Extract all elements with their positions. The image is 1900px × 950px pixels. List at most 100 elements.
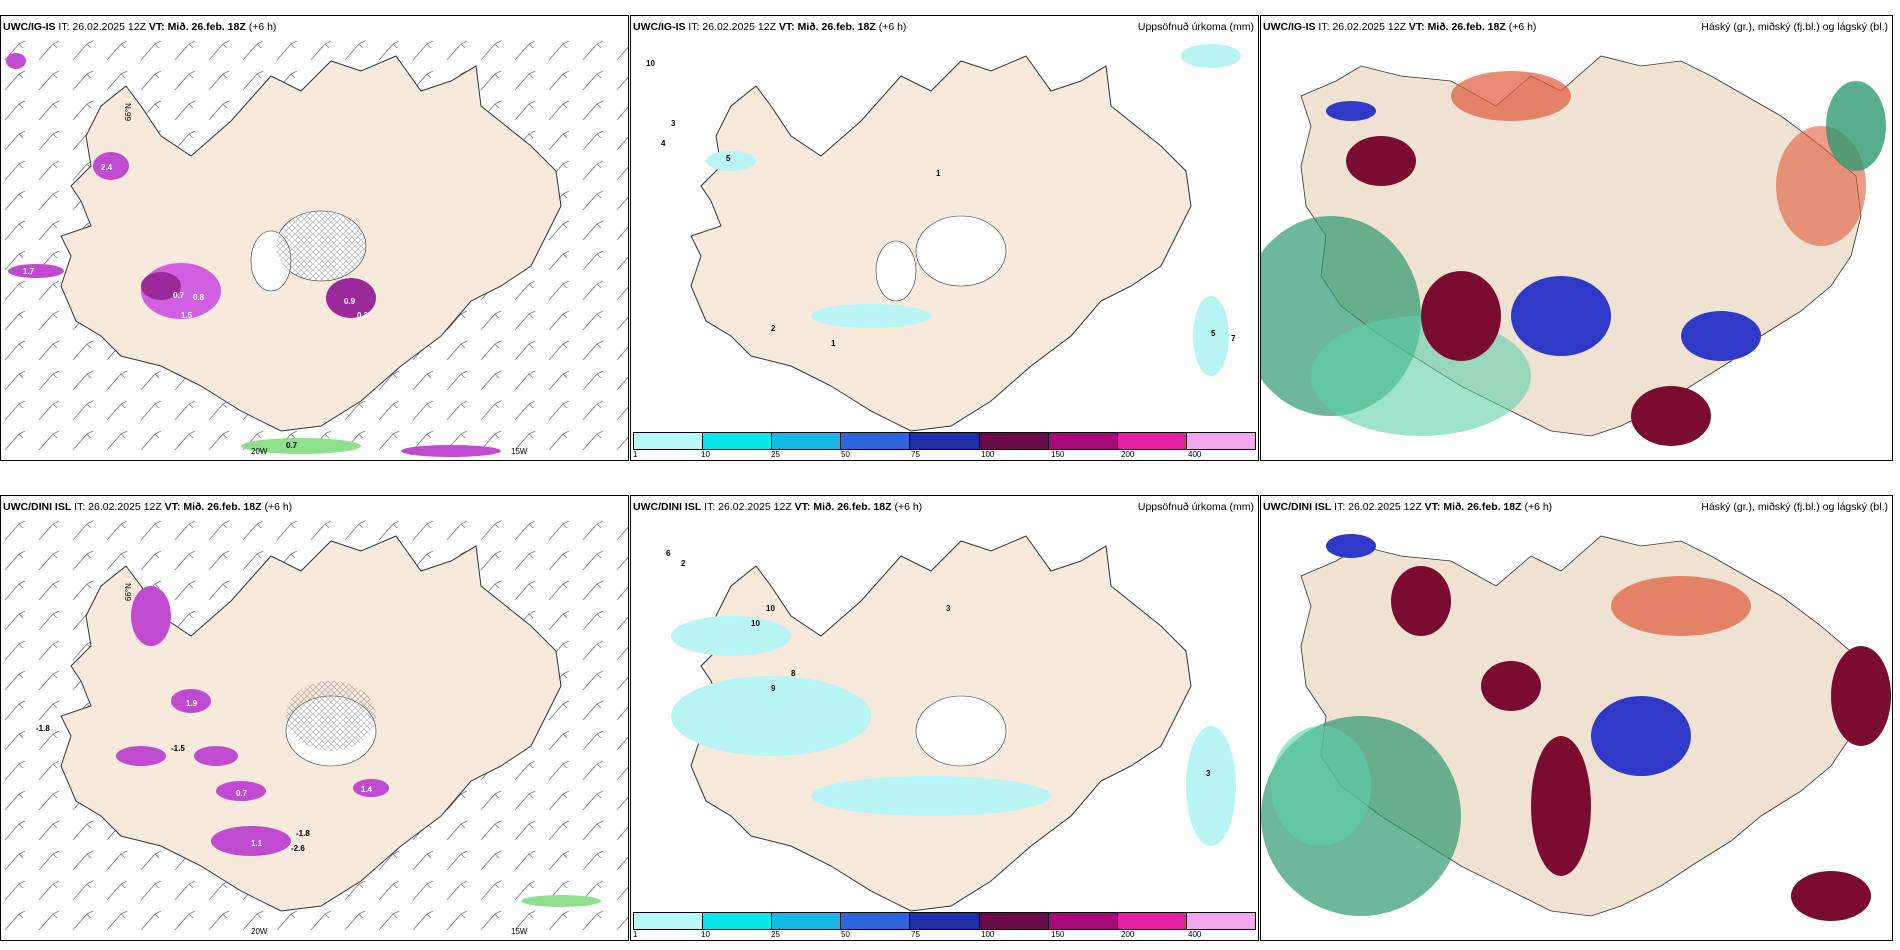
precip-label: 1 xyxy=(831,339,836,348)
lead-time: (+6 h) xyxy=(1508,21,1537,33)
valid-time: Mið. 26.feb. 18Z xyxy=(1443,501,1522,513)
colorbar-tick: 1 xyxy=(633,930,638,939)
snow-label: 0.7 xyxy=(286,441,298,450)
map-clouds-igis[interactable] xyxy=(1261,36,1892,460)
colorbar-tick: 100 xyxy=(981,450,995,459)
valid-time: Mið. 26.feb. 18Z xyxy=(1427,21,1506,33)
colorbar-tick: 50 xyxy=(841,930,850,939)
colorbar-tick: 400 xyxy=(1188,930,1202,939)
model-name: UWC/IG-IS xyxy=(633,21,686,33)
valid-label: VT: xyxy=(164,501,181,513)
valid-label: VT: xyxy=(1408,21,1425,33)
colorbar-labels: 1 10 25 50 75 100 150 200 400 xyxy=(633,930,1256,940)
colorbar-tick: 25 xyxy=(771,930,780,939)
panel-header: UWC/IG-IS IT: 26.02.2025 12Z VT: Mið. 26… xyxy=(633,21,1254,35)
panel-header: UWC/DINI ISL IT: 26.02.2025 12Z VT: Mið.… xyxy=(1263,501,1888,515)
snow-label: 1.4 xyxy=(361,785,373,794)
lead-time: (+6 h) xyxy=(248,21,277,33)
map-wind-dini[interactable]: 66°N 20W 15W -1.8 1.9 0.7 1.4 1.1 -1.8 -… xyxy=(1,516,628,940)
colorbar-tick: 150 xyxy=(1051,930,1065,939)
snow-label: 1.5 xyxy=(181,311,193,320)
colorbar-tick: 10 xyxy=(701,930,710,939)
precip-colorbar xyxy=(633,432,1256,450)
lat-label-66: 66°N xyxy=(124,583,133,601)
snow-label: 0.7 xyxy=(236,789,248,798)
snow-label: -1.8 xyxy=(296,829,310,838)
colorbar-tick: 100 xyxy=(981,930,995,939)
valid-time: Mið. 26.feb. 18Z xyxy=(797,21,876,33)
model-name: UWC/DINI ISL xyxy=(633,501,702,513)
colorbar-tick: 200 xyxy=(1121,450,1135,459)
map-wind-igis[interactable]: 66°N 20W 15W 0.7 0.8 1.5 0.9 0.3 1.7 2.4… xyxy=(1,36,628,460)
lat-label-66: 66°N xyxy=(124,103,133,121)
snow-label: -2.6 xyxy=(291,844,305,853)
lead-time: (+6 h) xyxy=(1524,501,1553,513)
precip-label: 1 xyxy=(936,169,941,178)
lon-label-15: 15W xyxy=(511,447,528,456)
map-precip-dini[interactable]: 6 2 10 10 8 9 3 3 xyxy=(631,516,1258,921)
precip-label: 10 xyxy=(751,619,760,628)
panel-precip-igis: UWC/IG-IS IT: 26.02.2025 12Z VT: Mið. 26… xyxy=(630,15,1259,461)
panel-precip-dini: UWC/DINI ISL IT: 26.02.2025 12Z VT: Mið.… xyxy=(630,495,1259,941)
precip-label: 10 xyxy=(766,604,775,613)
init-time: IT: 26.02.2025 12Z xyxy=(58,21,146,33)
colorbar-tick: 10 xyxy=(701,450,710,459)
lon-label-20: 20W xyxy=(251,447,268,456)
panel-wind-igis: UWC/IG-IS IT: 26.02.2025 12Z VT: Mið. 26… xyxy=(0,15,629,461)
precip-label: 8 xyxy=(791,669,796,678)
panel-wind-dini: UWC/DINI ISL IT: 26.02.2025 12Z VT: Mið.… xyxy=(0,495,629,941)
precip-label: 9 xyxy=(771,684,776,693)
snow-label: -1.8 xyxy=(36,724,50,733)
colorbar-tick: 150 xyxy=(1051,450,1065,459)
panel-right-title: Háský (gr.), miðský (fj.bl.) og lágský (… xyxy=(1701,21,1888,33)
panel-header: UWC/IG-IS IT: 26.02.2025 12Z VT: Mið. 26… xyxy=(1263,21,1888,35)
precip-label: 3 xyxy=(946,604,951,613)
precip-label: 5 xyxy=(726,154,731,163)
init-time: IT: 26.02.2025 12Z xyxy=(74,501,162,513)
colorbar-tick: 50 xyxy=(841,450,850,459)
colorbar-tick: 400 xyxy=(1188,450,1202,459)
map-clouds-dini[interactable] xyxy=(1261,516,1892,940)
valid-label: VT: xyxy=(794,501,811,513)
panel-right-title: Uppsöfnuð úrkoma (mm) xyxy=(1137,21,1254,33)
colorbar-tick: 75 xyxy=(911,450,920,459)
precip-label: 2 xyxy=(771,324,776,333)
init-time: IT: 26.02.2025 12Z xyxy=(704,501,792,513)
precip-label: 3 xyxy=(1206,769,1211,778)
snow-label: -1.5 xyxy=(171,744,185,753)
init-time: IT: 26.02.2025 12Z xyxy=(1334,501,1422,513)
panel-clouds-dini: UWC/DINI ISL IT: 26.02.2025 12Z VT: Mið.… xyxy=(1260,495,1893,941)
panel-header: UWC/DINI ISL IT: 26.02.2025 12Z VT: Mið.… xyxy=(3,501,624,515)
snow-label: 0.9 xyxy=(344,297,356,306)
lead-time: (+6 h) xyxy=(264,501,293,513)
map-precip-igis[interactable]: 10 3 4 5 2 1 1 5 7 xyxy=(631,36,1258,441)
init-time: IT: 26.02.2025 12Z xyxy=(1318,21,1406,33)
model-name: UWC/IG-IS xyxy=(1263,21,1316,33)
snow-label: 0.3 xyxy=(357,311,369,320)
panel-header: UWC/DINI ISL IT: 26.02.2025 12Z VT: Mið.… xyxy=(633,501,1254,515)
snow-label: 1.1 xyxy=(251,839,263,848)
valid-label: VT: xyxy=(148,21,165,33)
panel-header: UWC/IG-IS IT: 26.02.2025 12Z VT: Mið. 26… xyxy=(3,21,624,35)
precip-label: 4 xyxy=(661,139,666,148)
precip-label: 2 xyxy=(681,559,686,568)
valid-time: Mið. 26.feb. 18Z xyxy=(183,501,262,513)
panel-right-title: Uppsöfnuð úrkoma (mm) xyxy=(1137,501,1254,513)
valid-time: Mið. 26.feb. 18Z xyxy=(813,501,892,513)
valid-time: Mið. 26.feb. 18Z xyxy=(167,21,246,33)
precip-label: 10 xyxy=(646,59,655,68)
colorbar-labels: 1 10 25 50 75 100 150 200 400 xyxy=(633,450,1256,460)
lon-label-20: 20W xyxy=(251,927,268,936)
precip-label: 7 xyxy=(1231,334,1236,343)
precip-label: 3 xyxy=(671,119,676,128)
valid-label: VT: xyxy=(1424,501,1441,513)
colorbar-tick: 75 xyxy=(911,930,920,939)
snow-label: 1.7 xyxy=(23,267,35,276)
precip-colorbar xyxy=(633,912,1256,930)
lon-label-15: 15W xyxy=(511,927,528,936)
colorbar-tick: 25 xyxy=(771,450,780,459)
snow-label: 0.7 xyxy=(173,291,185,300)
lead-time: (+6 h) xyxy=(878,21,907,33)
valid-label: VT: xyxy=(778,21,795,33)
model-name: UWC/DINI ISL xyxy=(3,501,72,513)
